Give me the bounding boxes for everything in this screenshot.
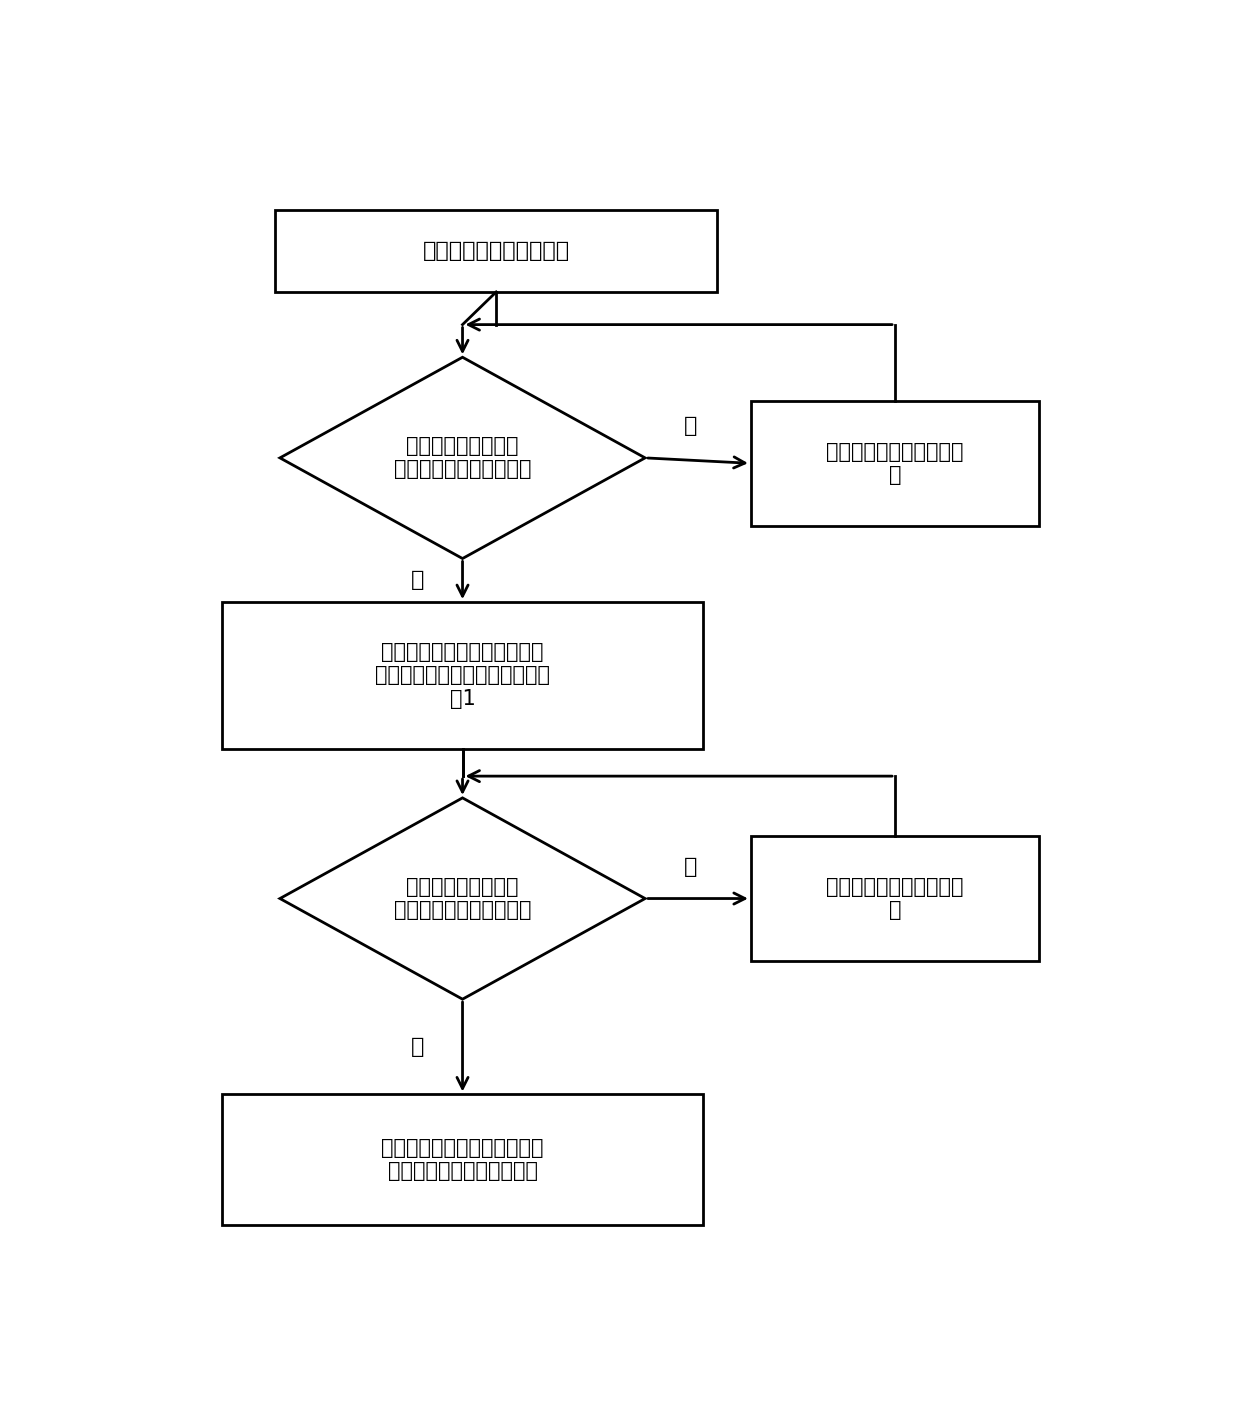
FancyBboxPatch shape xyxy=(275,211,717,292)
Text: 是: 是 xyxy=(410,571,424,591)
Text: 是: 是 xyxy=(683,856,697,876)
Text: 初始化调度窗口开始时隙: 初始化调度窗口开始时隙 xyxy=(423,242,569,261)
Text: 否: 否 xyxy=(683,415,697,437)
Polygon shape xyxy=(280,357,645,558)
FancyBboxPatch shape xyxy=(751,836,1039,961)
Text: 该时隙充电请求数量
是否多于空闲充电桩数目: 该时隙充电请求数量 是否多于空闲充电桩数目 xyxy=(394,877,531,920)
Text: 否: 否 xyxy=(410,1037,424,1057)
FancyBboxPatch shape xyxy=(222,602,703,749)
Text: 开始时隙向后移动一个时
隙: 开始时隙向后移动一个时 隙 xyxy=(826,442,963,485)
Text: 结束时隙向后移动一个时
隙: 结束时隙向后移动一个时 隙 xyxy=(826,877,963,920)
Text: 取当前时隙为调度窗口结束时
隙，至此确定调度窗口大小: 取当前时隙为调度窗口结束时 隙，至此确定调度窗口大小 xyxy=(381,1137,544,1181)
Text: 该时隙充电请求数量
是否多于空闲充电桩数目: 该时隙充电请求数量 是否多于空闲充电桩数目 xyxy=(394,437,531,479)
Text: 取当前时隙为调度窗口开始时
隙，结束时隙初始化为开始时隙
加1: 取当前时隙为调度窗口开始时 隙，结束时隙初始化为开始时隙 加1 xyxy=(374,643,551,709)
FancyBboxPatch shape xyxy=(222,1094,703,1225)
Polygon shape xyxy=(280,798,645,999)
FancyBboxPatch shape xyxy=(751,401,1039,526)
